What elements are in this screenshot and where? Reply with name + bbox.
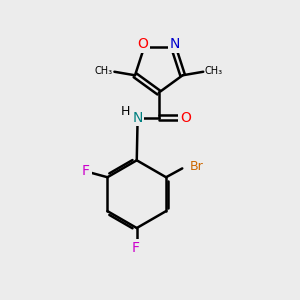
Text: H: H	[121, 105, 130, 118]
Text: CH₃: CH₃	[95, 66, 113, 76]
Text: F: F	[82, 164, 90, 178]
Text: N: N	[170, 38, 180, 51]
Text: O: O	[137, 38, 148, 51]
Text: Br: Br	[190, 160, 203, 173]
Text: O: O	[180, 111, 191, 124]
Text: F: F	[131, 241, 139, 255]
Text: N: N	[132, 111, 143, 124]
Text: CH₃: CH₃	[205, 66, 223, 76]
